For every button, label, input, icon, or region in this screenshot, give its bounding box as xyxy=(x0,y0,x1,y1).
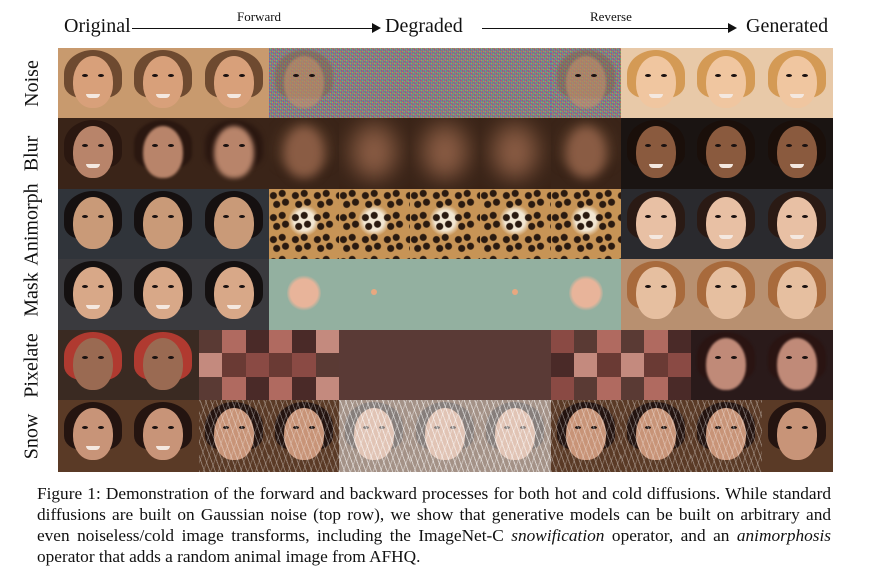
image-tile-snow xyxy=(691,400,763,472)
image-tile-noise xyxy=(761,48,833,118)
image-tile-blur xyxy=(339,118,411,189)
image-tile-mask xyxy=(58,259,129,330)
caption-emphasis-animorphosis: animorphosis xyxy=(736,526,831,545)
image-tile-snow xyxy=(480,400,552,472)
image-tile-snow xyxy=(128,400,200,472)
image-tile-blur xyxy=(691,118,763,189)
image-tile-mask xyxy=(480,259,552,330)
image-tile-mask xyxy=(198,259,270,330)
image-tile-blur xyxy=(620,118,692,189)
image-tile-snow xyxy=(269,400,341,472)
image-tile-noise xyxy=(409,48,481,118)
image-tile-animorph xyxy=(58,189,129,259)
image-tile-snow xyxy=(58,400,129,472)
image-tile-blur xyxy=(761,118,833,189)
caption-emphasis-snowification: snowification xyxy=(511,526,605,545)
row-label-pixelate: Pixelate xyxy=(20,332,43,398)
image-tile-noise xyxy=(269,48,341,118)
image-tile-mask xyxy=(761,259,833,330)
image-tile-pixelate xyxy=(58,330,129,400)
image-tile-animorph xyxy=(269,189,341,259)
image-tile-noise xyxy=(58,48,129,118)
image-tile-noise xyxy=(691,48,763,118)
image-tile-pixelate xyxy=(128,330,200,400)
image-tile-animorph xyxy=(691,189,763,259)
forward-arrow-line xyxy=(132,28,372,29)
image-tile-noise xyxy=(339,48,411,118)
image-tile-animorph xyxy=(339,189,411,259)
image-tile-snow xyxy=(339,400,411,472)
image-tile-mask xyxy=(691,259,763,330)
header-original: Original xyxy=(64,15,131,37)
image-tile-blur xyxy=(480,118,552,189)
image-tile-pixelate xyxy=(761,330,833,400)
image-tile-mask xyxy=(269,259,341,330)
image-tile-snow xyxy=(761,400,833,472)
row-label-snow: Snow xyxy=(20,413,43,459)
process-header: Original Forward Degraded Reverse Genera… xyxy=(0,0,882,48)
image-tile-blur xyxy=(550,118,622,189)
forward-arrowhead-icon xyxy=(372,23,381,33)
image-tile-blur xyxy=(58,118,129,189)
image-tile-animorph xyxy=(198,189,270,259)
header-generated: Generated xyxy=(746,15,829,37)
image-tile-mask xyxy=(409,259,481,330)
image-tile-noise xyxy=(620,48,692,118)
image-tile-animorph xyxy=(550,189,622,259)
image-tile-noise xyxy=(550,48,622,118)
image-tile-noise xyxy=(480,48,552,118)
row-label-animorph: Animorph xyxy=(20,182,43,266)
image-grid xyxy=(58,48,833,472)
image-tile-pixelate xyxy=(620,330,692,400)
image-tile-noise xyxy=(128,48,200,118)
image-tile-blur xyxy=(409,118,481,189)
image-tile-animorph xyxy=(761,189,833,259)
header-degraded: Degraded xyxy=(385,15,463,37)
image-tile-snow xyxy=(550,400,622,472)
image-tile-snow xyxy=(198,400,270,472)
image-tile-snow xyxy=(620,400,692,472)
image-tile-animorph xyxy=(480,189,552,259)
image-tile-noise xyxy=(198,48,270,118)
image-tile-pixelate xyxy=(480,330,552,400)
image-tile-blur xyxy=(198,118,270,189)
figure-caption: Figure 1: Demonstration of the forward a… xyxy=(37,484,831,566)
image-tile-pixelate xyxy=(550,330,622,400)
row-label-blur: Blur xyxy=(20,135,43,172)
image-tile-animorph xyxy=(620,189,692,259)
image-tile-mask xyxy=(128,259,200,330)
row-label-mask: Mask xyxy=(20,272,43,317)
image-tile-animorph xyxy=(128,189,200,259)
image-tile-pixelate xyxy=(269,330,341,400)
image-tile-pixelate xyxy=(691,330,763,400)
header-reverse: Reverse xyxy=(590,9,632,24)
image-tile-pixelate xyxy=(409,330,481,400)
image-tile-snow xyxy=(409,400,481,472)
image-tile-pixelate xyxy=(198,330,270,400)
image-tile-mask xyxy=(620,259,692,330)
reverse-arrowhead-icon xyxy=(728,23,737,33)
image-tile-pixelate xyxy=(339,330,411,400)
row-label-noise: Noise xyxy=(20,59,43,107)
image-tile-blur xyxy=(128,118,200,189)
image-tile-mask xyxy=(550,259,622,330)
image-tile-animorph xyxy=(409,189,481,259)
image-tile-blur xyxy=(269,118,341,189)
reverse-arrow-line xyxy=(482,28,728,29)
image-tile-mask xyxy=(339,259,411,330)
header-forward: Forward xyxy=(237,9,282,24)
